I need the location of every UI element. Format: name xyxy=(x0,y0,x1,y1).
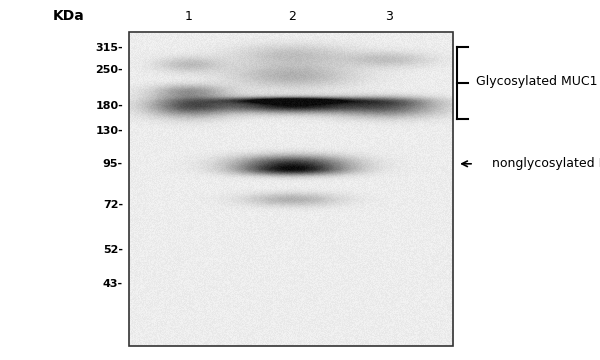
Text: KDa: KDa xyxy=(53,9,85,23)
Text: 130-: 130- xyxy=(95,126,123,136)
Text: 43-: 43- xyxy=(103,279,123,289)
Text: nonglycosylated MUC1: nonglycosylated MUC1 xyxy=(492,157,600,170)
Bar xyxy=(129,32,453,346)
Text: 52-: 52- xyxy=(103,245,123,255)
Text: 72-: 72- xyxy=(103,200,123,210)
Text: 95-: 95- xyxy=(103,159,123,169)
Text: 1: 1 xyxy=(185,10,193,23)
Text: 3: 3 xyxy=(385,10,393,23)
Text: Glycosylated MUC1: Glycosylated MUC1 xyxy=(476,75,597,87)
Text: 250-: 250- xyxy=(95,65,123,75)
Text: 2: 2 xyxy=(288,10,296,23)
Text: 315-: 315- xyxy=(95,42,123,53)
Text: 180-: 180- xyxy=(95,101,123,111)
